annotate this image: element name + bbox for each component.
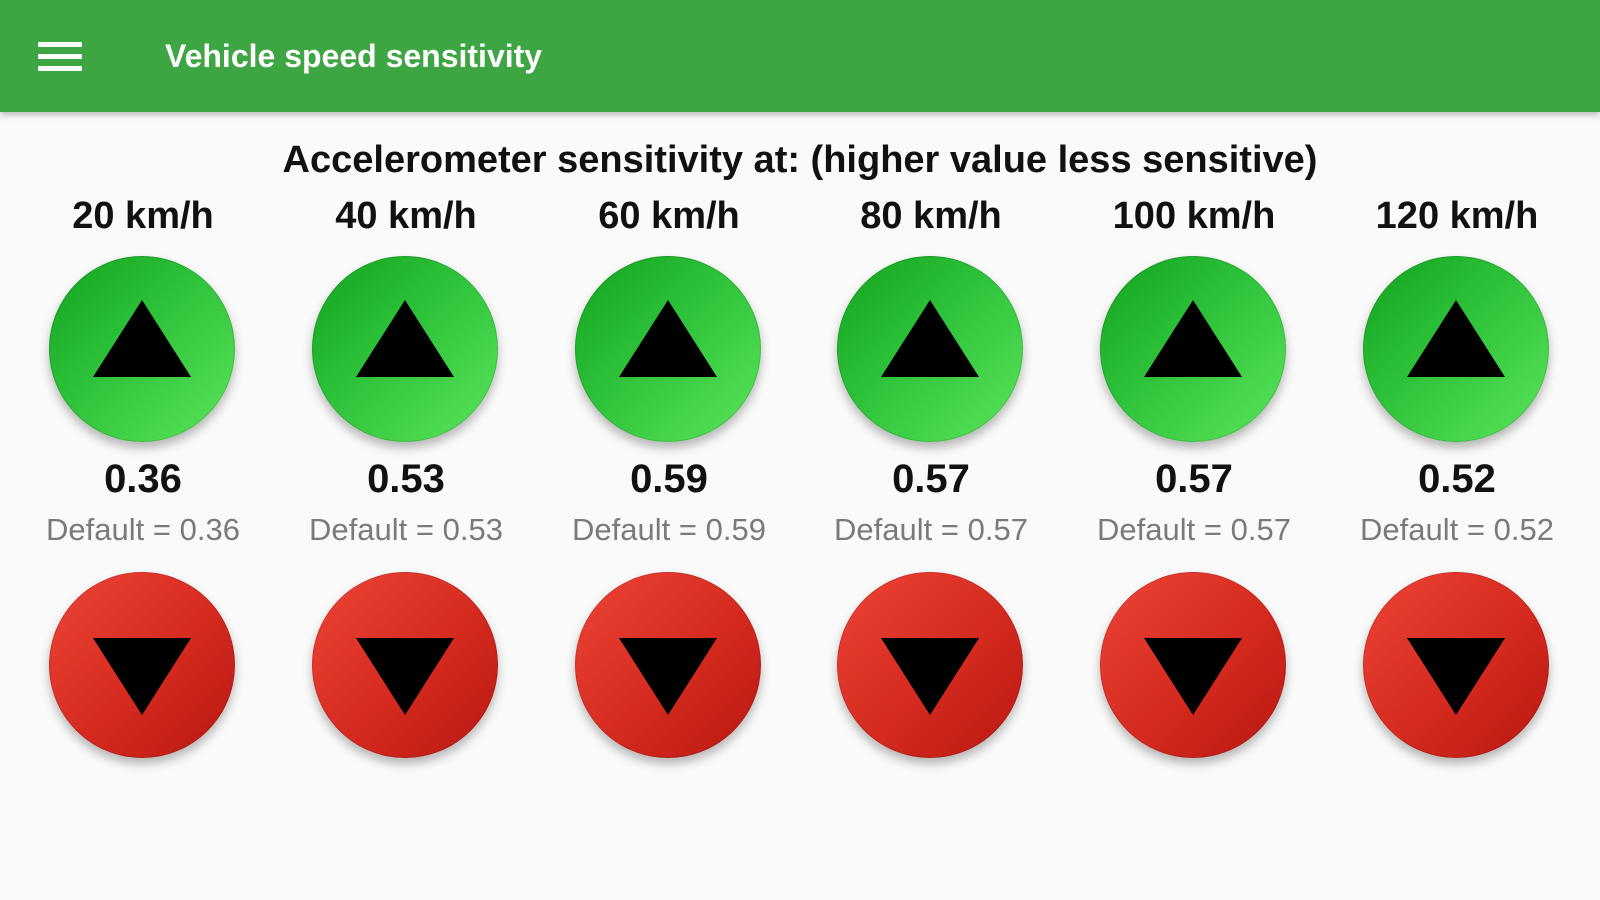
decrease-button[interactable] bbox=[837, 572, 1023, 758]
increase-button[interactable] bbox=[837, 256, 1023, 442]
default-value-label: Default = 0.57 bbox=[834, 512, 1028, 547]
speed-label: 20 km/h bbox=[72, 195, 214, 237]
triangle-up-icon bbox=[356, 300, 454, 377]
speed-column-100: 100 km/h 0.57 Default = 0.57 bbox=[1063, 192, 1325, 872]
decrease-button[interactable] bbox=[1100, 572, 1286, 758]
speed-column-120: 120 km/h 0.52 Default = 0.52 bbox=[1326, 192, 1588, 872]
sensitivity-value: 0.53 bbox=[367, 457, 445, 501]
speed-label: 60 km/h bbox=[598, 195, 740, 237]
triangle-up-icon bbox=[93, 300, 191, 377]
triangle-down-icon bbox=[1407, 638, 1505, 715]
sensitivity-value: 0.52 bbox=[1418, 457, 1496, 501]
speed-label: 80 km/h bbox=[860, 195, 1002, 237]
triangle-up-icon bbox=[1144, 300, 1242, 377]
default-value-label: Default = 0.59 bbox=[572, 512, 766, 547]
app-bar: Vehicle speed sensitivity bbox=[0, 0, 1600, 112]
increase-button[interactable] bbox=[575, 256, 761, 442]
speed-column-60: 60 km/h 0.59 Default = 0.59 bbox=[538, 192, 800, 872]
default-value-label: Default = 0.52 bbox=[1360, 512, 1554, 547]
triangle-down-icon bbox=[1144, 638, 1242, 715]
speed-column-80: 80 km/h 0.57 Default = 0.57 bbox=[800, 192, 1062, 872]
main-content: Accelerometer sensitivity at: (higher va… bbox=[0, 112, 1600, 900]
triangle-up-icon bbox=[881, 300, 979, 377]
default-value-label: Default = 0.36 bbox=[46, 512, 240, 547]
triangle-down-icon bbox=[356, 638, 454, 715]
increase-button[interactable] bbox=[312, 256, 498, 442]
menu-line bbox=[38, 41, 82, 47]
sensitivity-value: 0.57 bbox=[1155, 457, 1233, 501]
speed-column-20: 20 km/h 0.36 Default = 0.36 bbox=[12, 192, 274, 872]
decrease-button[interactable] bbox=[312, 572, 498, 758]
triangle-down-icon bbox=[619, 638, 717, 715]
triangle-down-icon bbox=[881, 638, 979, 715]
page-title: Vehicle speed sensitivity bbox=[165, 38, 543, 74]
menu-line bbox=[38, 65, 82, 71]
section-heading: Accelerometer sensitivity at: (higher va… bbox=[282, 139, 1318, 181]
decrease-button[interactable] bbox=[575, 572, 761, 758]
default-value-label: Default = 0.57 bbox=[1097, 512, 1291, 547]
sensitivity-value: 0.57 bbox=[892, 457, 970, 501]
hamburger-menu-icon[interactable] bbox=[30, 33, 90, 79]
increase-button[interactable] bbox=[1100, 256, 1286, 442]
sensitivity-value: 0.36 bbox=[104, 457, 182, 501]
decrease-button[interactable] bbox=[1363, 572, 1549, 758]
triangle-up-icon bbox=[1407, 300, 1505, 377]
sensitivity-value: 0.59 bbox=[630, 457, 708, 501]
increase-button[interactable] bbox=[1363, 256, 1549, 442]
default-value-label: Default = 0.53 bbox=[309, 512, 503, 547]
menu-line bbox=[38, 53, 82, 59]
speed-column-40: 40 km/h 0.53 Default = 0.53 bbox=[275, 192, 537, 872]
triangle-up-icon bbox=[619, 300, 717, 377]
speed-label: 100 km/h bbox=[1112, 195, 1276, 237]
speed-label: 120 km/h bbox=[1375, 195, 1539, 237]
triangle-down-icon bbox=[93, 638, 191, 715]
speed-label: 40 km/h bbox=[335, 195, 477, 237]
increase-button[interactable] bbox=[49, 256, 235, 442]
decrease-button[interactable] bbox=[49, 572, 235, 758]
